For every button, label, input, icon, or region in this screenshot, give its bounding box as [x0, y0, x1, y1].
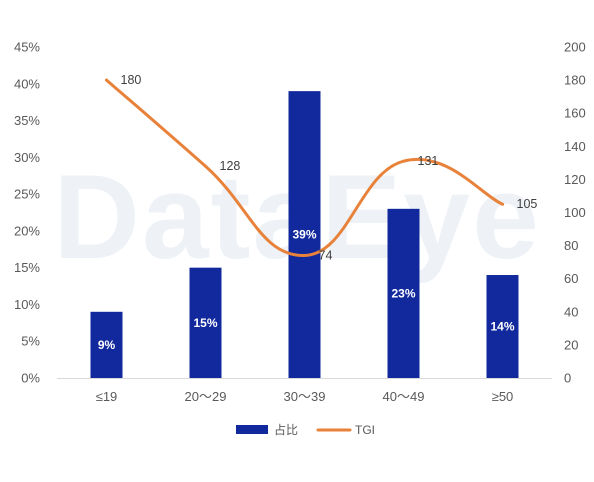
bar-data-label: 39%	[292, 228, 316, 242]
legend-line-label: TGI	[355, 423, 375, 437]
left-axis-tick-label: 25%	[14, 187, 40, 202]
right-axis-tick-label: 160	[564, 106, 586, 121]
legend-bar-swatch	[236, 425, 268, 434]
tgi-point	[303, 254, 306, 258]
bar-data-label: 9%	[98, 338, 116, 352]
right-axis-tick-label: 20	[564, 337, 578, 352]
x-axis: ≤19 20～29 30～39 40～49 ≥50	[57, 378, 552, 404]
right-axis-tick-label: 120	[564, 172, 586, 187]
bar	[189, 267, 222, 378]
bar	[486, 275, 519, 378]
right-axis-tick-label: 40	[564, 304, 578, 319]
bar-data-label: 14%	[490, 320, 514, 334]
bar-data-label: 23%	[391, 286, 415, 300]
bar-data-label: 15%	[193, 316, 217, 330]
right-axis-tick-label: 60	[564, 271, 578, 286]
x-axis-tick-label: ≥50	[492, 389, 514, 404]
left-axis-tick-label: 35%	[14, 113, 40, 128]
tgi-data-label: 131	[418, 154, 439, 168]
tgi-point	[105, 78, 108, 82]
left-axis-tick-label: 5%	[21, 334, 40, 349]
bar-series: 9% 15% 39% 23% 14%	[90, 91, 519, 378]
tgi-data-label: 180	[121, 73, 142, 87]
left-axis-tick-label: 20%	[14, 223, 40, 238]
left-axis-tick-label: 10%	[14, 297, 40, 312]
left-axis-tick-label: 30%	[14, 150, 40, 165]
right-y-axis: 0 20 40 60 80 100 120 140 160 180 200	[564, 40, 586, 386]
right-axis-tick-label: 140	[564, 139, 586, 154]
legend-bar-label: 占比	[274, 422, 298, 437]
right-axis-tick-label: 200	[564, 40, 586, 55]
line-series: 180 128 74 131 105	[105, 73, 538, 263]
right-axis-tick-label: 100	[564, 205, 586, 220]
x-axis-tick-label: 30～39	[284, 389, 326, 404]
left-axis-tick-label: 15%	[14, 260, 40, 275]
tgi-data-label: 128	[220, 159, 241, 173]
right-axis-tick-label: 180	[564, 73, 586, 88]
x-axis-tick-label: 20～29	[185, 389, 227, 404]
bar	[90, 311, 123, 378]
tgi-point	[402, 159, 405, 163]
x-axis-tick-label: 40～49	[383, 389, 425, 404]
left-axis-tick-label: 45%	[14, 40, 40, 55]
x-axis-tick-label: ≤19	[96, 389, 118, 404]
tgi-point	[204, 164, 207, 168]
tgi-data-label: 74	[319, 249, 333, 263]
legend: 占比 TGI	[236, 422, 375, 437]
left-axis-tick-label: 0%	[21, 371, 40, 386]
left-axis-tick-label: 40%	[14, 76, 40, 91]
bar	[387, 208, 420, 378]
left-y-axis: 0% 5% 10% 15% 20% 25% 30% 35% 40% 45%	[14, 40, 40, 386]
tgi-data-label: 105	[517, 197, 538, 211]
right-axis-tick-label: 0	[564, 371, 571, 386]
tgi-point	[501, 202, 504, 206]
right-axis-tick-label: 80	[564, 238, 578, 253]
bar	[288, 91, 321, 378]
